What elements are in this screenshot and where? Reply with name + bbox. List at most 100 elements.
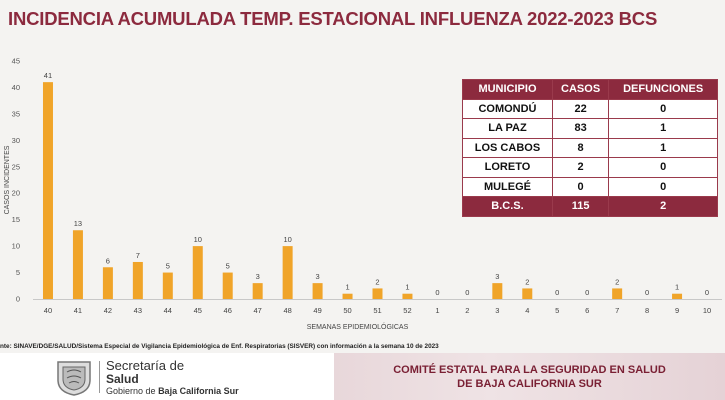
cell-municipio: LA PAZ: [462, 118, 553, 139]
table-row: LOS CABOS 8 1: [462, 137, 718, 158]
data-label: 0: [585, 288, 589, 297]
committee-text: COMITÉ ESTATAL PARA LA SEGURIDAD EN SALU…: [334, 363, 725, 391]
header-municipio: MUNICIPIO: [462, 79, 553, 100]
x-tick-label: 44: [164, 306, 172, 315]
bar: [312, 283, 323, 299]
cell-casos: 8: [551, 137, 610, 158]
x-tick-label: 8: [645, 306, 649, 315]
bar: [672, 293, 683, 299]
data-label: 6: [106, 256, 110, 265]
data-label: 3: [316, 272, 320, 281]
data-label: 3: [495, 272, 499, 281]
bar: [102, 267, 113, 299]
data-label: 2: [525, 277, 529, 286]
data-label: 0: [705, 288, 709, 297]
x-tick-label: 46: [224, 306, 232, 315]
x-tick-label: 7: [615, 306, 619, 315]
cell-defunciones: 0: [608, 157, 718, 178]
footer: Secretaría de Salud Gobierno de Baja Cal…: [0, 353, 725, 400]
x-tick-label: 1: [435, 306, 439, 315]
data-label: 0: [645, 288, 649, 297]
data-label: 1: [405, 283, 409, 292]
y-tick-label: 0: [16, 295, 20, 304]
data-label: 2: [615, 277, 619, 286]
gobierno-name: Baja California Sur: [158, 386, 239, 396]
cell-defunciones: 1: [608, 137, 718, 158]
data-label: 1: [345, 283, 349, 292]
data-label: 7: [136, 251, 140, 260]
state-seal-icon: [57, 361, 91, 396]
x-tick-label: 47: [254, 306, 262, 315]
bar: [492, 283, 503, 299]
gobierno-label: Gobierno de Baja California Sur: [106, 386, 239, 397]
x-tick-label: 42: [104, 306, 112, 315]
secretaria-label: Secretaría de: [106, 358, 185, 373]
y-tick-label: 30: [12, 136, 20, 145]
data-label: 41: [44, 71, 52, 80]
table-total-row: B.C.S. 115 2: [462, 196, 718, 217]
x-tick-label: 43: [134, 306, 142, 315]
data-label: 5: [226, 262, 230, 271]
data-label: 2: [375, 277, 379, 286]
data-label: 0: [435, 288, 439, 297]
bar: [162, 272, 173, 299]
bar: [42, 82, 53, 300]
cell-defunciones: 0: [608, 176, 718, 197]
x-tick-label: 45: [194, 306, 202, 315]
x-tick-label: 10: [703, 306, 711, 315]
total-casos: 115: [551, 196, 610, 217]
y-tick-label: 15: [12, 215, 20, 224]
salud-label: Salud: [106, 372, 139, 386]
cell-casos: 22: [551, 98, 610, 119]
data-label: 0: [555, 288, 559, 297]
cases-table: MUNICIPIO CASOS DEFUNCIONES COMONDÚ 22 0…: [462, 79, 718, 217]
cell-municipio: LORETO: [462, 157, 553, 178]
data-label: 1: [675, 283, 679, 292]
bar: [372, 288, 383, 299]
y-tick-label: 25: [12, 162, 20, 171]
cell-municipio: LOS CABOS: [462, 137, 553, 158]
y-tick-label: 20: [12, 189, 20, 198]
x-tick-label: 49: [313, 306, 321, 315]
data-label: 13: [74, 219, 82, 228]
x-tick-label: 40: [44, 306, 52, 315]
bar: [282, 246, 293, 299]
x-tick-label: 4: [525, 306, 529, 315]
x-tick-label: 41: [74, 306, 82, 315]
bar: [612, 288, 623, 299]
committee-line-2: DE BAJA CALIFORNIA SUR: [457, 378, 602, 390]
y-axis-label: CASOS INCIDENTES: [4, 145, 11, 214]
data-label: 3: [256, 272, 260, 281]
header-casos: CASOS: [551, 79, 610, 100]
cell-municipio: COMONDÚ: [462, 98, 553, 119]
cell-municipio: MULEGÉ: [462, 176, 553, 197]
cell-casos: 0: [551, 176, 610, 197]
x-tick-label: 3: [495, 306, 499, 315]
bar: [402, 293, 413, 299]
data-label: 10: [194, 235, 202, 244]
y-tick-label: 10: [12, 242, 20, 251]
bar: [72, 230, 83, 299]
x-tick-label: 50: [343, 306, 351, 315]
x-tick-label: 48: [283, 306, 291, 315]
x-tick-label: 52: [403, 306, 411, 315]
y-tick-label: 40: [12, 83, 20, 92]
bar: [252, 283, 263, 299]
committee-band: [334, 353, 725, 400]
table-row: LORETO 2 0: [462, 157, 718, 178]
x-tick-label: 6: [585, 306, 589, 315]
bar: [522, 288, 533, 299]
cell-casos: 83: [551, 118, 610, 139]
table-row: LA PAZ 83 1: [462, 118, 718, 139]
total-label: B.C.S.: [462, 196, 553, 217]
bar: [342, 293, 353, 299]
header-defunciones: DEFUNCIONES: [608, 79, 718, 100]
data-label: 10: [283, 235, 291, 244]
table-header-row: MUNICIPIO CASOS DEFUNCIONES: [462, 79, 718, 100]
data-label: 5: [166, 262, 170, 271]
data-label: 0: [465, 288, 469, 297]
y-tick-label: 35: [12, 109, 20, 118]
bar: [192, 246, 203, 299]
x-tick-label: 5: [555, 306, 559, 315]
